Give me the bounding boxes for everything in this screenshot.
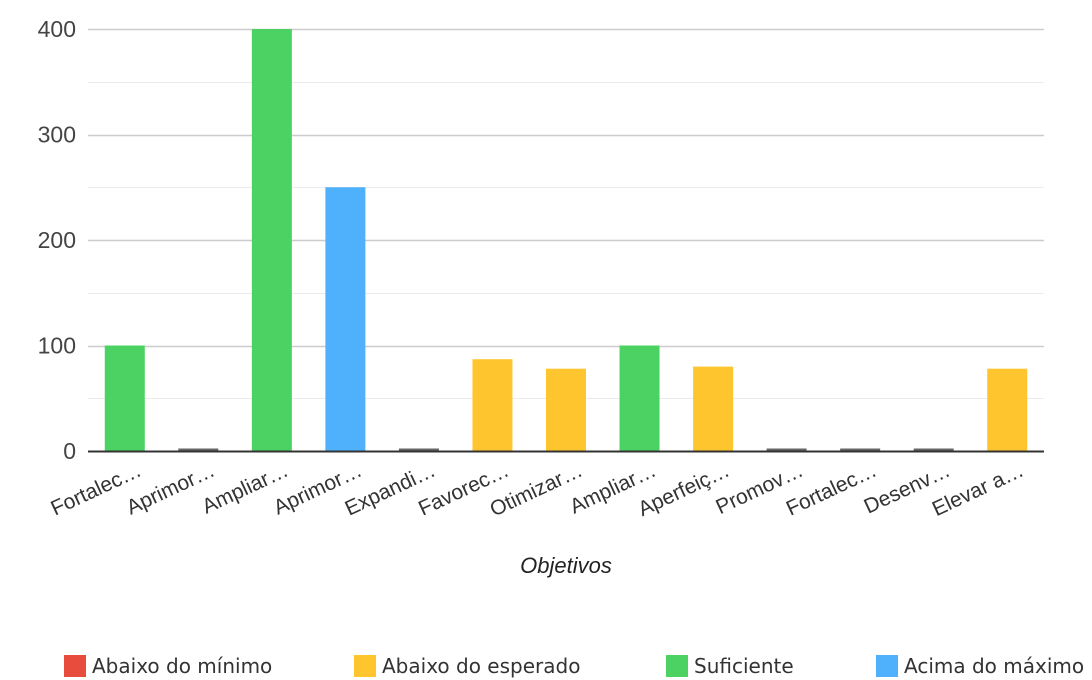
legend-item[interactable]: Abaixo do mínimo: [64, 654, 272, 678]
legend-swatch: [64, 655, 86, 677]
bar[interactable]: [619, 345, 660, 452]
bar[interactable]: [913, 448, 954, 451]
bar[interactable]: [178, 448, 219, 451]
legend-item[interactable]: Suficiente: [666, 654, 794, 678]
legend: Abaixo do mínimo Abaixo do esperado Sufici…: [64, 652, 1092, 680]
bar[interactable]: [325, 187, 366, 451]
legend-label: Suficiente: [694, 654, 794, 678]
grid-lines: [88, 28, 1044, 399]
legend-item[interactable]: Acima do máximo: [876, 654, 1084, 678]
legend-item[interactable]: Abaixo do esperado: [354, 654, 580, 678]
legend-label: Acima do máximo: [904, 654, 1085, 678]
legend-label: Abaixo do esperado: [382, 654, 581, 678]
y-tick-label: 400: [38, 16, 76, 42]
legend-label: Abaixo do mínimo: [92, 654, 273, 678]
bar-chart: 0 100 200 300 400 Fortalec…Aprimor…Ampliar…A…: [38, 16, 1044, 578]
bars: [104, 29, 1028, 452]
legend-swatch: [876, 655, 898, 677]
y-tick-label: 100: [38, 333, 76, 359]
bar[interactable]: [840, 448, 881, 451]
bar[interactable]: [693, 366, 734, 451]
bar[interactable]: [104, 345, 145, 452]
x-axis-ticks: Fortalec…Aprimor…Ampliar…Aprimor…Expandi…: [47, 459, 1027, 522]
legend-swatch: [666, 655, 688, 677]
bar[interactable]: [251, 29, 292, 451]
x-axis-title: Objetivos: [520, 553, 612, 578]
y-tick-label: 200: [38, 227, 76, 253]
y-axis-ticks: 0 100 200 300 400: [38, 16, 76, 464]
y-tick-label: 300: [38, 122, 76, 148]
bar[interactable]: [766, 448, 807, 451]
bar[interactable]: [546, 368, 586, 451]
y-tick-label: 0: [63, 438, 76, 464]
bar[interactable]: [398, 448, 439, 451]
legend-swatch: [354, 655, 376, 677]
bar[interactable]: [472, 359, 513, 451]
bar[interactable]: [987, 368, 1028, 451]
